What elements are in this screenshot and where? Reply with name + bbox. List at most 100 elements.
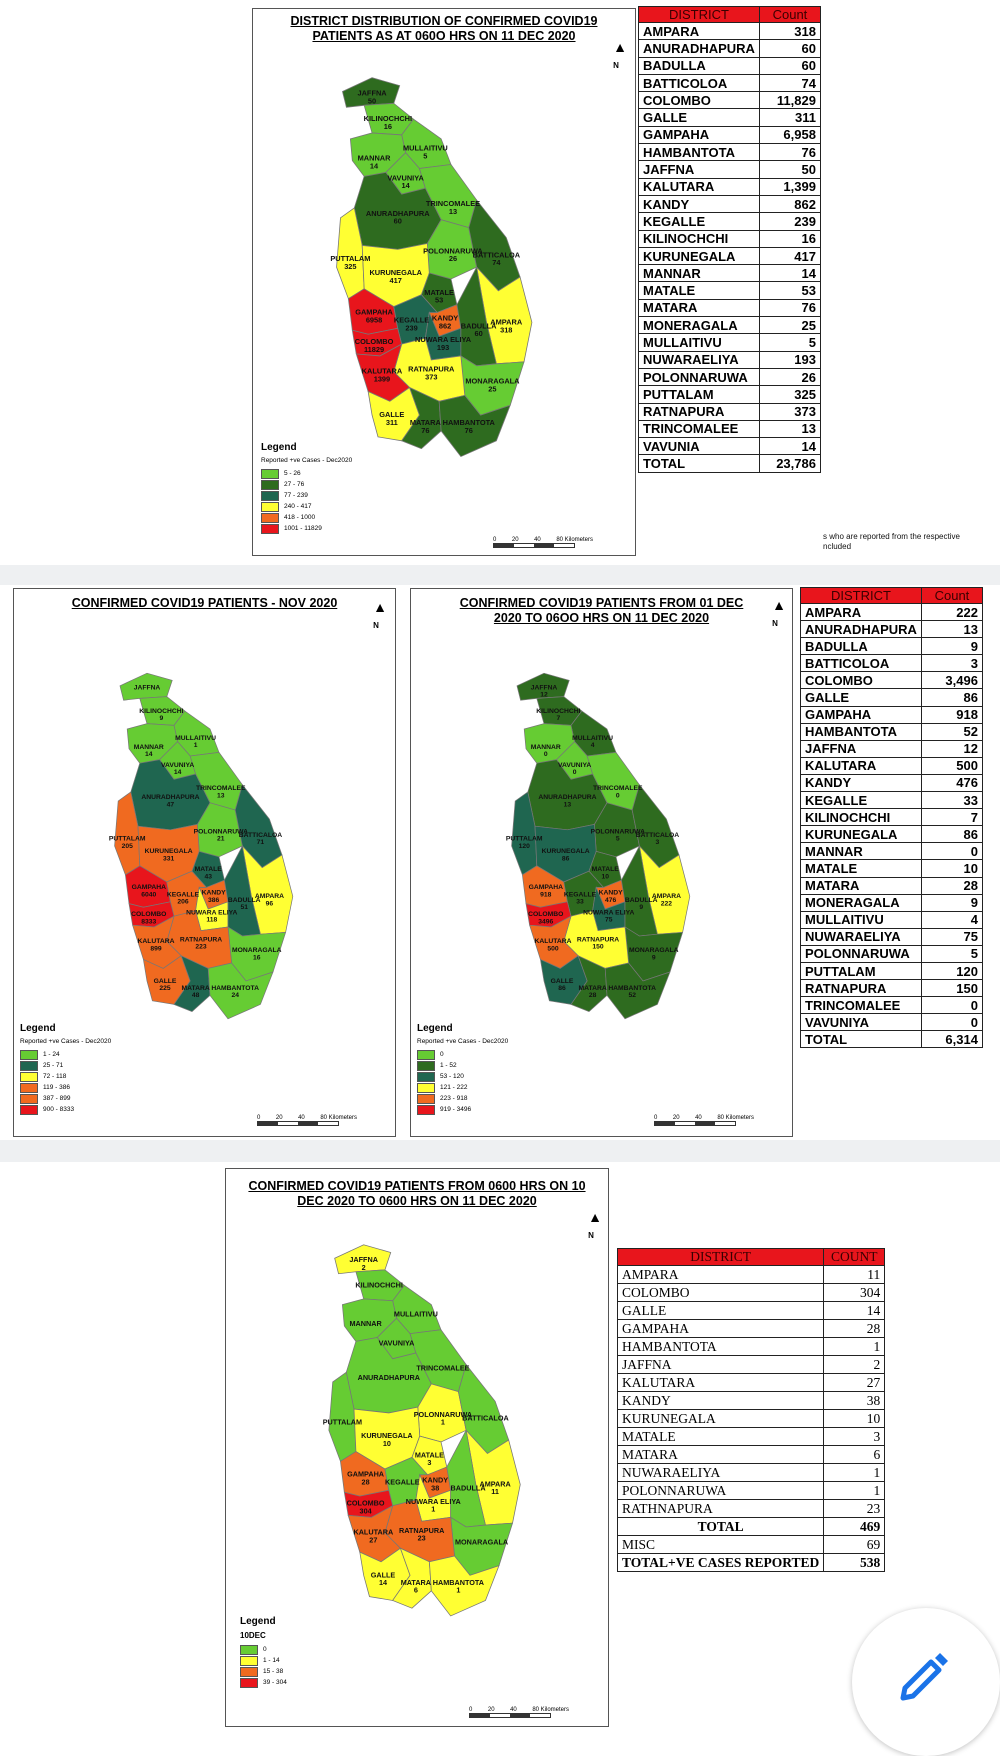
table-row: KANDY 476 [800,773,983,793]
case-count: 50 [758,160,821,179]
district-name: JAFFNA [616,1355,825,1374]
case-count: 311 [758,108,821,127]
case-count: 23 [823,1499,886,1518]
table-header-row: DISTRICT COUNT [616,1248,886,1266]
table-row: JAFFNA 50 [638,160,821,179]
district-label: GAMPAHA 28 [347,1470,385,1487]
case-count: 239 [758,212,821,231]
district-label: MATARA 6 [401,1578,432,1595]
district-name: MONERAGALA [800,893,922,912]
legend-label: 387 - 899 [43,1095,71,1102]
district-name: NUWARAELIYA [616,1463,825,1482]
district-label: POLONNARUWA 5 [591,828,645,842]
case-count: 10 [920,859,983,878]
district-label: KURUNEGALA 331 [145,848,193,862]
case-count: 76 [758,298,821,318]
legend-item: 5 - 26 [261,468,352,479]
district-label: RATNAPURA 223 [180,936,222,950]
case-count: 373 [758,402,821,421]
district-label: MONARAGALA 9 [629,947,679,961]
district-label: JAFFNA 50 [357,88,387,105]
district-label: RATNAPURA 150 [577,936,619,950]
case-count: 918 [920,705,983,724]
district-label: KALUTARA 500 [535,938,572,952]
district-label: MANNAR 14 [134,744,164,758]
legend-label: 900 - 8333 [43,1106,75,1113]
legend-label: 53 - 120 [440,1073,464,1080]
district-hambantota [438,394,511,458]
district-name: AMPARA [800,602,922,622]
table-row: MATARA 28 [800,876,983,895]
district-name: MATARA [800,876,922,895]
pencil-icon [900,1653,948,1701]
legend-swatch [417,1093,435,1104]
case-count: 60 [758,56,821,75]
district-name: GALLE [800,688,922,707]
legend-item: 387 - 899 [20,1093,111,1104]
district-label: NUWARA ELIYA 75 [583,909,634,923]
district-name: TRINCOMALEE [638,419,760,439]
district-name: MATARA [638,298,760,318]
map-title-4: CONFIRMED COVID19 PATIENTS FROM 0600 HRS… [248,1179,586,1208]
table-total-row: TOTAL 23,786 [638,454,821,473]
table-row: VAVUNIA 14 [638,437,821,456]
table-row: KURUNEGALA 86 [800,825,983,844]
case-count: 23,786 [758,454,821,473]
district-name: POLONNARUWA [800,944,922,963]
table-row: KALUTARA 27 [616,1373,886,1392]
table-row: TRINCOMALEE 0 [800,996,983,1015]
legend-2: Legend Reported +ve Cases - Dec2020 1 - … [20,1023,112,1115]
district-label: BADULLA 60 [461,321,497,338]
legend-label: 223 - 918 [440,1095,468,1102]
district-label: KILINOCHCHI 7 [536,708,580,722]
table-row: GALLE 311 [638,108,821,127]
table-row: GALLE 86 [800,688,983,707]
table-row: RATHNAPURA 23 [616,1499,886,1518]
case-count: 11 [823,1265,886,1284]
district-label: GALLE 14 [371,1570,396,1587]
district-label: KANDY 862 [432,313,458,330]
district-count-table-1: DISTRICT Count AMPARA 318 ANURADHAPURA 60 BAD… [638,6,821,473]
district-label: KANDY 476 [599,890,623,904]
district-name: RATNAPURA [638,402,760,421]
district-name: TOTAL [638,454,760,473]
case-count: 86 [920,688,983,707]
district-label: VAVUNIYA [379,1338,415,1347]
legend-item: 77 - 239 [261,490,352,501]
table-row: KEGALLE 33 [800,791,983,810]
legend-swatch [20,1060,38,1071]
district-label: COLOMBO 3496 [528,911,563,925]
table-header-row: DISTRICT Count [800,587,983,604]
table-row: GAMPAHA 28 [616,1319,886,1338]
district-label: KILINOCHCHI 9 [139,708,183,722]
district-label: KEGALLE 239 [394,315,429,332]
legend-label: 15 - 38 [263,1668,284,1675]
district-name: GALLE [638,108,760,127]
case-count: 74 [758,73,821,93]
table-row: KURUNEGALA 417 [638,246,821,266]
district-label: JAFFNA 2 [349,1255,378,1272]
case-count: 69 [823,1535,886,1554]
district-name: BATTICOLOA [638,73,760,93]
case-count: 0 [920,996,983,1015]
edit-fab-button[interactable] [852,1608,1000,1756]
district-count-table-3: DISTRICT COUNT AMPARA 11 COLOMBO 304 GALLE 14 G… [616,1248,886,1572]
legend-swatch [240,1677,258,1688]
table-grand-total-row: TOTAL+VE CASES REPORTED 538 [616,1553,886,1572]
table-row: POLONNARUWA 26 [638,367,821,387]
case-count: 1 [823,1337,886,1356]
table-row: KILINOCHCHI 16 [638,229,821,248]
case-count: 3 [920,654,983,673]
case-count: 5 [758,333,821,352]
scale-bar: 0 20 40 80 Kilometers [469,1707,569,1718]
district-label: TRINCOMALEE [416,1363,469,1372]
case-count: 120 [920,961,983,981]
case-count: 318 [758,21,821,41]
district-name: BADULLA [800,637,922,656]
district-name: VAVUNIA [638,437,760,456]
table-row: KALUTARA 1,399 [638,177,821,196]
district-name: MATALE [638,281,760,300]
district-label: ANURADHAPURA 13 [538,794,596,808]
district-label: GAMPAHA 918 [529,884,563,898]
case-count: 538 [823,1553,886,1572]
